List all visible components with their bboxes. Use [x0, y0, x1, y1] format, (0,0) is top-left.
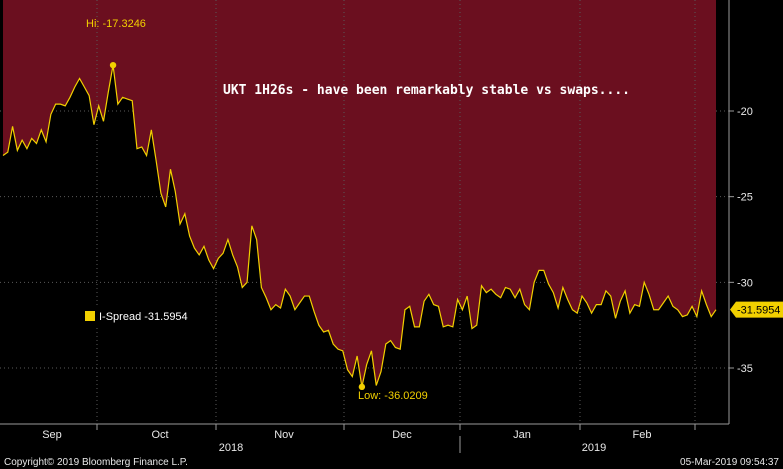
vertical-grid: [96, 0, 696, 424]
x-axis: [96, 424, 696, 453]
legend-box: [79, 305, 204, 327]
y-axis: -20 -25 -30 -35: [729, 106, 753, 375]
x-axis-labels: Sep Oct Nov Dec Jan Feb 2018 2019: [42, 429, 651, 454]
y-tick-label: -35: [737, 363, 753, 375]
x-year-label: 2019: [582, 442, 606, 454]
x-month-label: Dec: [392, 429, 412, 441]
chart-title: UKT 1H26s - have been remarkably stable …: [223, 83, 630, 98]
last-value-tag: [730, 301, 783, 318]
y-tick-label: -30: [737, 277, 753, 289]
x-month-label: Sep: [42, 429, 62, 441]
high-point-marker: [109, 61, 117, 69]
y-tick-label: -25: [737, 192, 753, 204]
x-month-label: Oct: [151, 429, 168, 441]
legend-label: I-Spread -31.5954: [99, 311, 188, 323]
copyright-text: Copyright© 2019 Bloomberg Finance L.P.: [4, 457, 188, 468]
low-label: Low: -36.0209: [358, 390, 428, 402]
legend: I-Spread -31.5954: [79, 305, 204, 327]
high-annotation: Hi: -17.3246: [86, 18, 146, 69]
series-line-i-spread: [2, 65, 717, 387]
last-value-label: -31.5954: [737, 305, 780, 317]
low-annotation: Low: -36.0209: [358, 383, 428, 402]
legend-swatch: [85, 311, 95, 321]
last-value-badge: -31.5954: [730, 301, 783, 318]
high-label: Hi: -17.3246: [86, 18, 146, 30]
low-point-marker: [358, 383, 366, 391]
timestamp-text: 05-Mar-2019 09:54:37: [680, 457, 779, 468]
x-year-label: 2018: [219, 442, 243, 454]
x-month-label: Jan: [513, 429, 531, 441]
x-month-label: Nov: [274, 429, 294, 441]
area-above-series: [3, 0, 716, 387]
x-month-label: Feb: [633, 429, 652, 441]
y-tick-label: -20: [737, 106, 753, 118]
